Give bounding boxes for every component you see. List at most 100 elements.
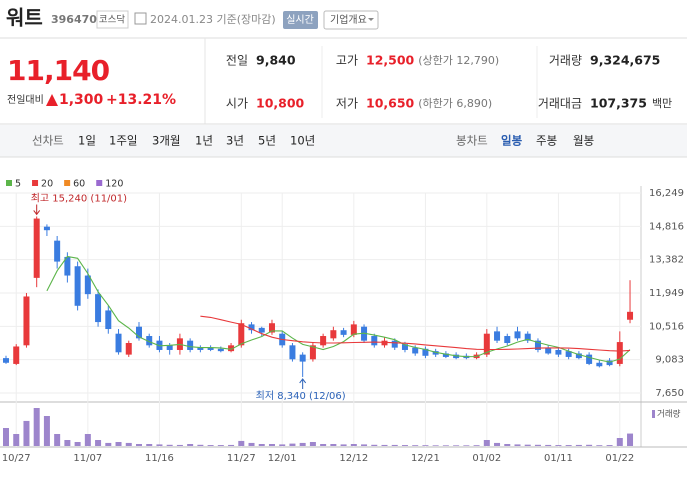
candle-body xyxy=(84,275,91,295)
volume-bar xyxy=(135,444,142,446)
candle-body xyxy=(330,330,337,339)
tab[interactable]: 3년 xyxy=(226,134,244,148)
volume-bar xyxy=(555,445,562,446)
candle-body xyxy=(23,296,30,346)
volume-bar xyxy=(299,442,306,446)
volume-bar xyxy=(309,442,316,446)
legend-label: 60 xyxy=(73,179,85,190)
stat-label: 시가 xyxy=(226,97,248,111)
candle-body xyxy=(453,354,460,359)
candle-body xyxy=(555,349,562,355)
volume-bar xyxy=(524,444,531,446)
volume-bar xyxy=(258,444,265,446)
high-arrow xyxy=(33,204,41,216)
stat-label: 거래대금 xyxy=(538,97,582,111)
company-button[interactable] xyxy=(323,10,379,30)
volume-bar xyxy=(483,440,490,446)
candle-body xyxy=(238,323,245,346)
tab[interactable]: 일봉 xyxy=(501,134,523,148)
market-label: 코스닥 xyxy=(99,15,125,26)
candle-body xyxy=(13,346,20,364)
stat-unit: 백만 xyxy=(652,97,672,110)
candle-body xyxy=(299,354,306,362)
legend-label: 120 xyxy=(105,179,123,190)
volume-bar xyxy=(473,445,480,446)
volume-legend-label: 거래량 xyxy=(657,409,681,420)
candle-body xyxy=(258,327,265,333)
candle-body xyxy=(3,358,9,363)
candle-body xyxy=(187,340,194,350)
x-tick-label: 12/21 xyxy=(411,453,440,464)
volume-bar xyxy=(463,445,470,446)
volume-bar xyxy=(268,444,275,446)
volume-bar xyxy=(84,434,91,446)
candle-body xyxy=(309,345,316,360)
tab[interactable]: 주봉 xyxy=(536,134,557,148)
volume-bar xyxy=(13,434,20,446)
volume-bar xyxy=(606,445,613,446)
stat-value: 10,650 xyxy=(366,96,415,111)
candle-body xyxy=(166,345,173,350)
volume-bar xyxy=(596,445,603,446)
candle-body xyxy=(534,340,541,350)
candle-body xyxy=(422,348,429,356)
legend-swatch xyxy=(64,180,71,186)
legend-swatch xyxy=(96,180,103,186)
candle-body xyxy=(228,345,235,352)
volume-bar xyxy=(105,442,112,446)
candle-body xyxy=(217,348,224,352)
tab[interactable]: 1일 xyxy=(78,134,96,148)
stat-note: (상한가 12,790) xyxy=(418,54,499,67)
volume-bar xyxy=(565,445,572,446)
tab[interactable]: 3개월 xyxy=(152,134,180,148)
candle-body xyxy=(606,360,613,366)
volume-bar xyxy=(238,440,245,446)
candle-body xyxy=(616,342,623,364)
candle-body xyxy=(289,345,296,360)
tab[interactable]: 1주일 xyxy=(109,134,137,148)
candle-body xyxy=(146,336,153,346)
y-tick-label: 14,816 xyxy=(649,221,684,232)
calendar-icon xyxy=(134,12,147,25)
tab-bar xyxy=(0,125,687,157)
x-tick-label: 12/12 xyxy=(339,453,368,464)
legend-swatch xyxy=(6,180,12,186)
volume-bar xyxy=(74,442,81,446)
realtime-label[interactable]: 실시간 xyxy=(286,14,314,26)
change-amount: 1,300 xyxy=(59,92,104,108)
company-label[interactable]: 기업개요 xyxy=(330,13,367,26)
volume-bar xyxy=(207,445,214,446)
stat-value: 9,324,675 xyxy=(590,53,660,68)
change-percent: +13.21% xyxy=(106,92,176,108)
candle-body xyxy=(412,347,419,354)
volume-bar xyxy=(166,444,173,446)
candle-body xyxy=(575,353,582,359)
stat-label: 저가 xyxy=(336,97,358,111)
ma-line xyxy=(200,315,631,352)
legend-label: 5 xyxy=(15,179,21,190)
x-tick-label: 12/01 xyxy=(268,453,297,464)
tab[interactable]: 10년 xyxy=(290,134,315,148)
tab[interactable]: 1년 xyxy=(195,134,213,148)
candle-body xyxy=(596,362,603,367)
x-tick-label: 01/22 xyxy=(605,453,634,464)
volume-bar xyxy=(320,444,327,446)
stat-note: (하한가 6,890) xyxy=(418,96,492,110)
current-price: 11,140 xyxy=(7,54,110,87)
candle-body xyxy=(74,266,81,306)
candle-body xyxy=(524,333,531,341)
tab[interactable]: 월봉 xyxy=(573,134,594,148)
stat-value: 10,800 xyxy=(256,96,305,111)
dropdown-arrow xyxy=(368,18,374,21)
candle-body xyxy=(54,240,61,262)
stock-code: 396470 xyxy=(51,13,97,26)
tab-group-label: 봉차트 xyxy=(456,134,488,148)
y-tick-label: 16,249 xyxy=(649,188,684,199)
volume-bar xyxy=(289,443,296,446)
candle-body xyxy=(248,324,255,331)
low-arrow xyxy=(299,378,307,389)
realtime-button[interactable] xyxy=(283,11,318,29)
tab[interactable]: 5년 xyxy=(258,134,276,148)
